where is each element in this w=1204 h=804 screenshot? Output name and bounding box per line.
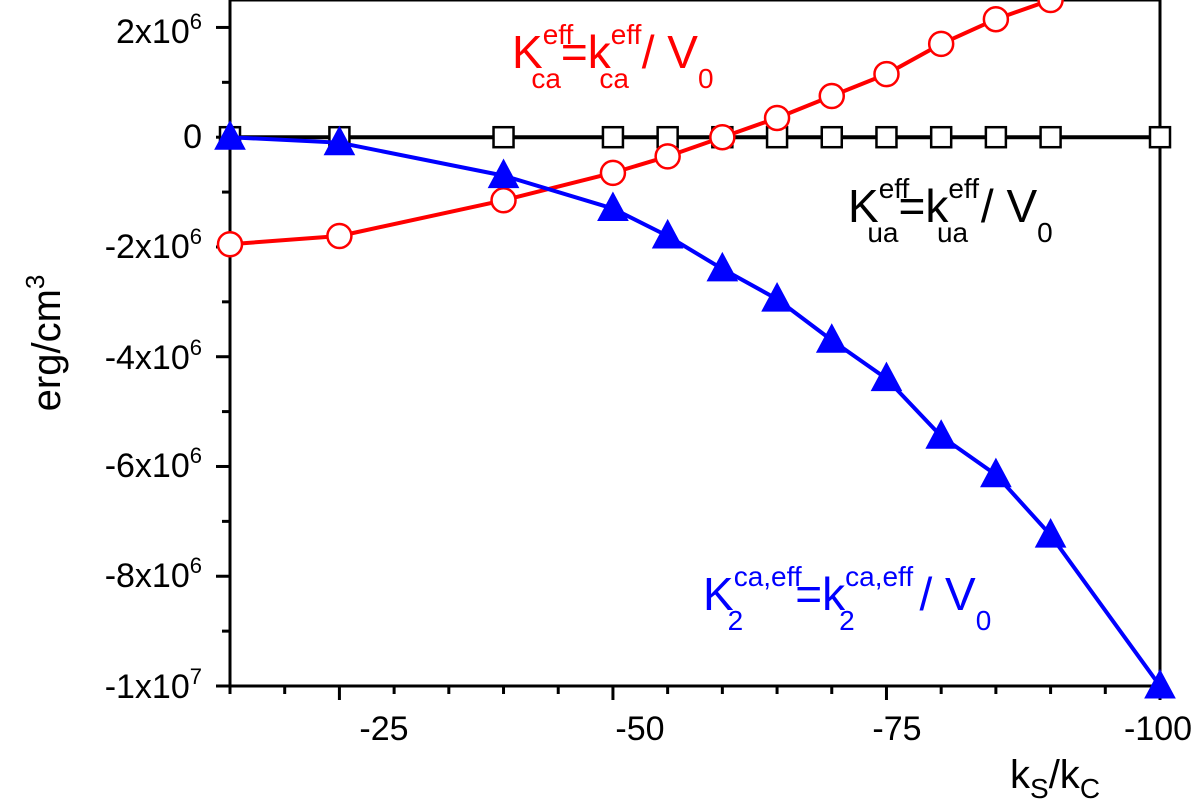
y-tick-labels: 2x106 0 -2x106 -4x106 -6x106 -8x106 -1x1… xyxy=(105,9,202,706)
data-point-circle xyxy=(326,222,353,250)
annotation-k2-ca: Kca,eff 2=kca,eff 2 / V0 xyxy=(703,561,991,636)
data-point-square xyxy=(601,125,625,149)
data-point-square xyxy=(929,125,953,149)
data-point-circle xyxy=(709,123,736,151)
data-point-triangle xyxy=(487,158,520,189)
x-tick-label: -50 xyxy=(615,710,664,748)
series-layer xyxy=(214,0,1176,699)
data-point-circle xyxy=(216,230,244,258)
data-point-square xyxy=(492,125,515,149)
y-tick-label: -2x106 xyxy=(105,224,202,266)
x-axis-title: kS/kC xyxy=(1010,753,1100,804)
annotation-k-ua: Keff ua=keff ua / V0 xyxy=(848,173,1053,248)
data-point-circle xyxy=(490,187,517,214)
data-point-triangle xyxy=(761,282,793,312)
data-point-square xyxy=(875,125,898,149)
data-point-square xyxy=(984,125,1008,149)
data-point-circle xyxy=(818,82,846,110)
y-axis-title: erg/cm3 xyxy=(20,275,69,412)
y-tick-label: -1x107 xyxy=(105,664,202,706)
data-point-triangle xyxy=(323,125,356,156)
data-point-square xyxy=(820,125,844,149)
data-point-triangle xyxy=(980,457,1012,488)
x-tick-label: -75 xyxy=(872,710,921,748)
data-point-circle xyxy=(982,5,1010,33)
x-tick-label: -25 xyxy=(359,710,408,748)
data-point-triangle xyxy=(1034,518,1067,548)
y-tick-label: -6x106 xyxy=(105,443,202,485)
data-point-triangle xyxy=(214,120,246,150)
y-tick-label: 0 xyxy=(183,118,202,156)
data-point-circle xyxy=(873,60,900,88)
data-point-circle xyxy=(763,104,791,132)
data-point-triangle xyxy=(925,419,958,449)
data-point-triangle xyxy=(651,218,684,249)
y-tick-label: 2x106 xyxy=(116,9,202,51)
data-point-square xyxy=(1148,125,1172,149)
y-tick-label: -8x106 xyxy=(105,553,202,595)
x-axis-ticks xyxy=(228,686,1162,700)
data-point-circle xyxy=(1037,0,1064,14)
plot-frame xyxy=(228,0,1162,688)
data-point-triangle xyxy=(706,251,739,282)
data-point-circle xyxy=(654,143,681,170)
data-point-circle xyxy=(927,30,955,58)
data-point-triangle xyxy=(1144,668,1176,699)
data-point-circle xyxy=(599,159,627,187)
y-tick-label: -4x106 xyxy=(105,335,202,377)
annotation-k-ca: Keff ca=keff ca / V0 xyxy=(512,19,714,94)
data-point-square xyxy=(1039,125,1062,149)
x-tick-labels: -25 -50 -75 -100 xyxy=(359,710,1192,748)
x-tick-label: -100 xyxy=(1124,710,1192,748)
data-point-triangle xyxy=(870,361,903,392)
data-point-triangle xyxy=(815,323,848,353)
data-point-triangle xyxy=(597,191,629,222)
